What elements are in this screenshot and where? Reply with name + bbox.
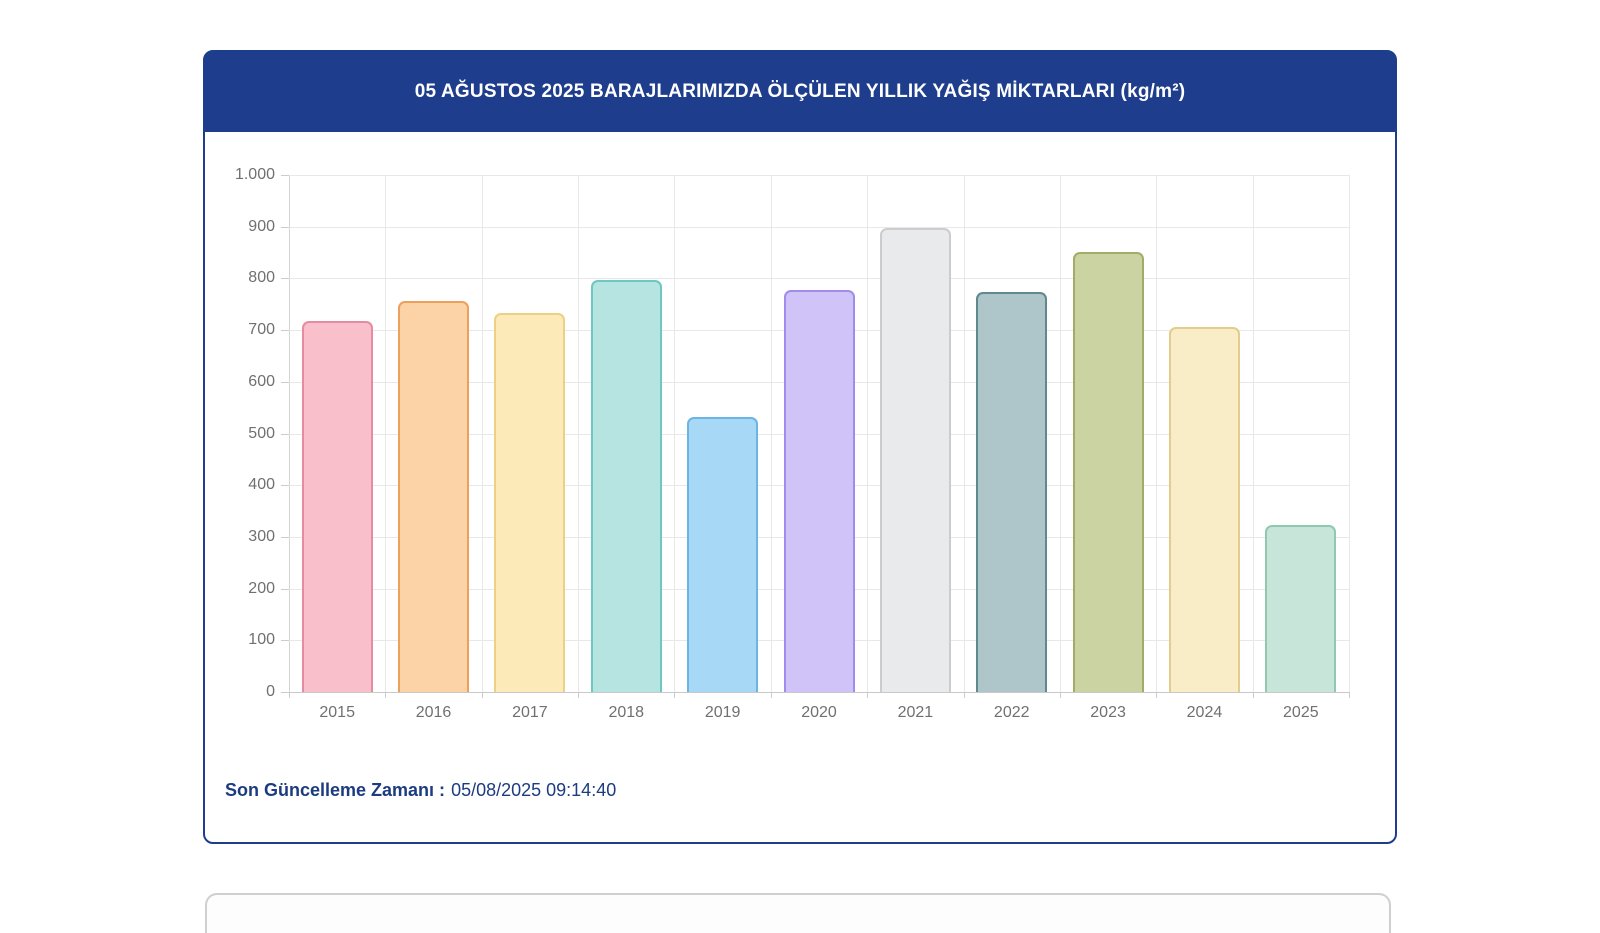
x-tick: [385, 692, 387, 698]
y-axis-tick-label: 400: [248, 476, 275, 494]
y-axis-tick-label: 200: [248, 579, 275, 597]
x-axis-label-2016: 2016: [415, 704, 452, 721]
y-tick: [281, 433, 289, 435]
y-axis-tick-label: 100: [248, 631, 275, 649]
x-tick: [963, 692, 965, 698]
y-axis-tick-label: 300: [248, 527, 275, 545]
y-tick: [281, 175, 289, 176]
bar-2022[interactable]: [976, 292, 1047, 692]
y-axis-tick-label: 500: [248, 424, 275, 442]
y-tick: [281, 226, 289, 228]
y-tick: [281, 330, 289, 332]
y-axis-tick-label: 900: [248, 217, 275, 235]
x-tick: [770, 692, 772, 698]
chart-title: 05 AĞUSTOS 2025 BARAJLARIMIZDA ÖLÇÜLEN Y…: [414, 80, 1186, 102]
x-tick: [481, 692, 483, 698]
h-gridline: [289, 278, 1349, 280]
card-header: 05 AĞUSTOS 2025 BARAJLARIMIZDA ÖLÇÜLEN Y…: [204, 51, 1396, 132]
y-axis-tick-label: 600: [248, 372, 275, 390]
x-tick: [867, 692, 869, 698]
next-panel-top-edge: [205, 893, 1391, 933]
bar-2017[interactable]: [494, 313, 565, 692]
x-axis-line: [289, 692, 1349, 693]
bar-2024[interactable]: [1169, 327, 1240, 692]
x-tick: [289, 692, 290, 698]
x-axis-label-2025: 2025: [1283, 704, 1319, 721]
bar-2025[interactable]: [1265, 525, 1336, 692]
last-update-value: 05/08/2025 09:14:40: [451, 780, 617, 800]
x-axis-label-2018: 2018: [608, 704, 645, 721]
bar-2015[interactable]: [302, 321, 373, 692]
v-gridline: [1349, 175, 1350, 692]
h-gridline: [289, 175, 1349, 176]
bar-2016[interactable]: [398, 301, 469, 692]
x-axis-label-2024: 2024: [1186, 704, 1223, 721]
h-gridline: [289, 226, 1349, 228]
y-axis-tick-label: 700: [248, 321, 275, 339]
x-axis-label-2023: 2023: [1090, 704, 1126, 721]
x-axis-label-2021: 2021: [897, 704, 934, 721]
x-tick: [1156, 692, 1158, 698]
y-tick: [281, 588, 289, 590]
x-axis-label-2019: 2019: [704, 704, 741, 721]
x-axis-label-2020: 2020: [801, 704, 837, 721]
y-tick: [281, 536, 289, 538]
last-update-label: Son Güncelleme Zamanı :: [225, 780, 446, 800]
bar-2020[interactable]: [784, 290, 855, 692]
y-tick: [281, 485, 289, 487]
last-update: Son Güncelleme Zamanı :05/08/2025 09:14:…: [225, 780, 616, 801]
y-tick: [281, 278, 289, 280]
y-axis-tick-label: 800: [248, 269, 275, 287]
bar-2018[interactable]: [591, 280, 662, 692]
x-axis-label-2017: 2017: [512, 704, 548, 721]
x-tick: [1349, 692, 1350, 698]
y-tick: [281, 692, 289, 693]
x-tick: [674, 692, 676, 698]
y-tick: [281, 381, 289, 383]
x-axis-label-2015: 2015: [319, 704, 355, 721]
x-tick: [1252, 692, 1254, 698]
y-axis-tick-label: 0: [266, 683, 275, 700]
y-axis-tick-label: 1.000: [234, 166, 275, 183]
x-tick: [578, 692, 580, 698]
bar-2021[interactable]: [880, 228, 951, 692]
x-tick: [1059, 692, 1061, 698]
rainfall-chart-card: 05 AĞUSTOS 2025 BARAJLARIMIZDA ÖLÇÜLEN Y…: [203, 50, 1397, 844]
bar-2019[interactable]: [687, 417, 758, 692]
chart-region: 1.000 900 800 700 600 500 400 300 200 100 0 2015 20…: [205, 52, 1395, 842]
y-tick: [281, 640, 289, 642]
x-axis-label-2022: 2022: [993, 704, 1030, 721]
bar-2023[interactable]: [1073, 252, 1144, 692]
